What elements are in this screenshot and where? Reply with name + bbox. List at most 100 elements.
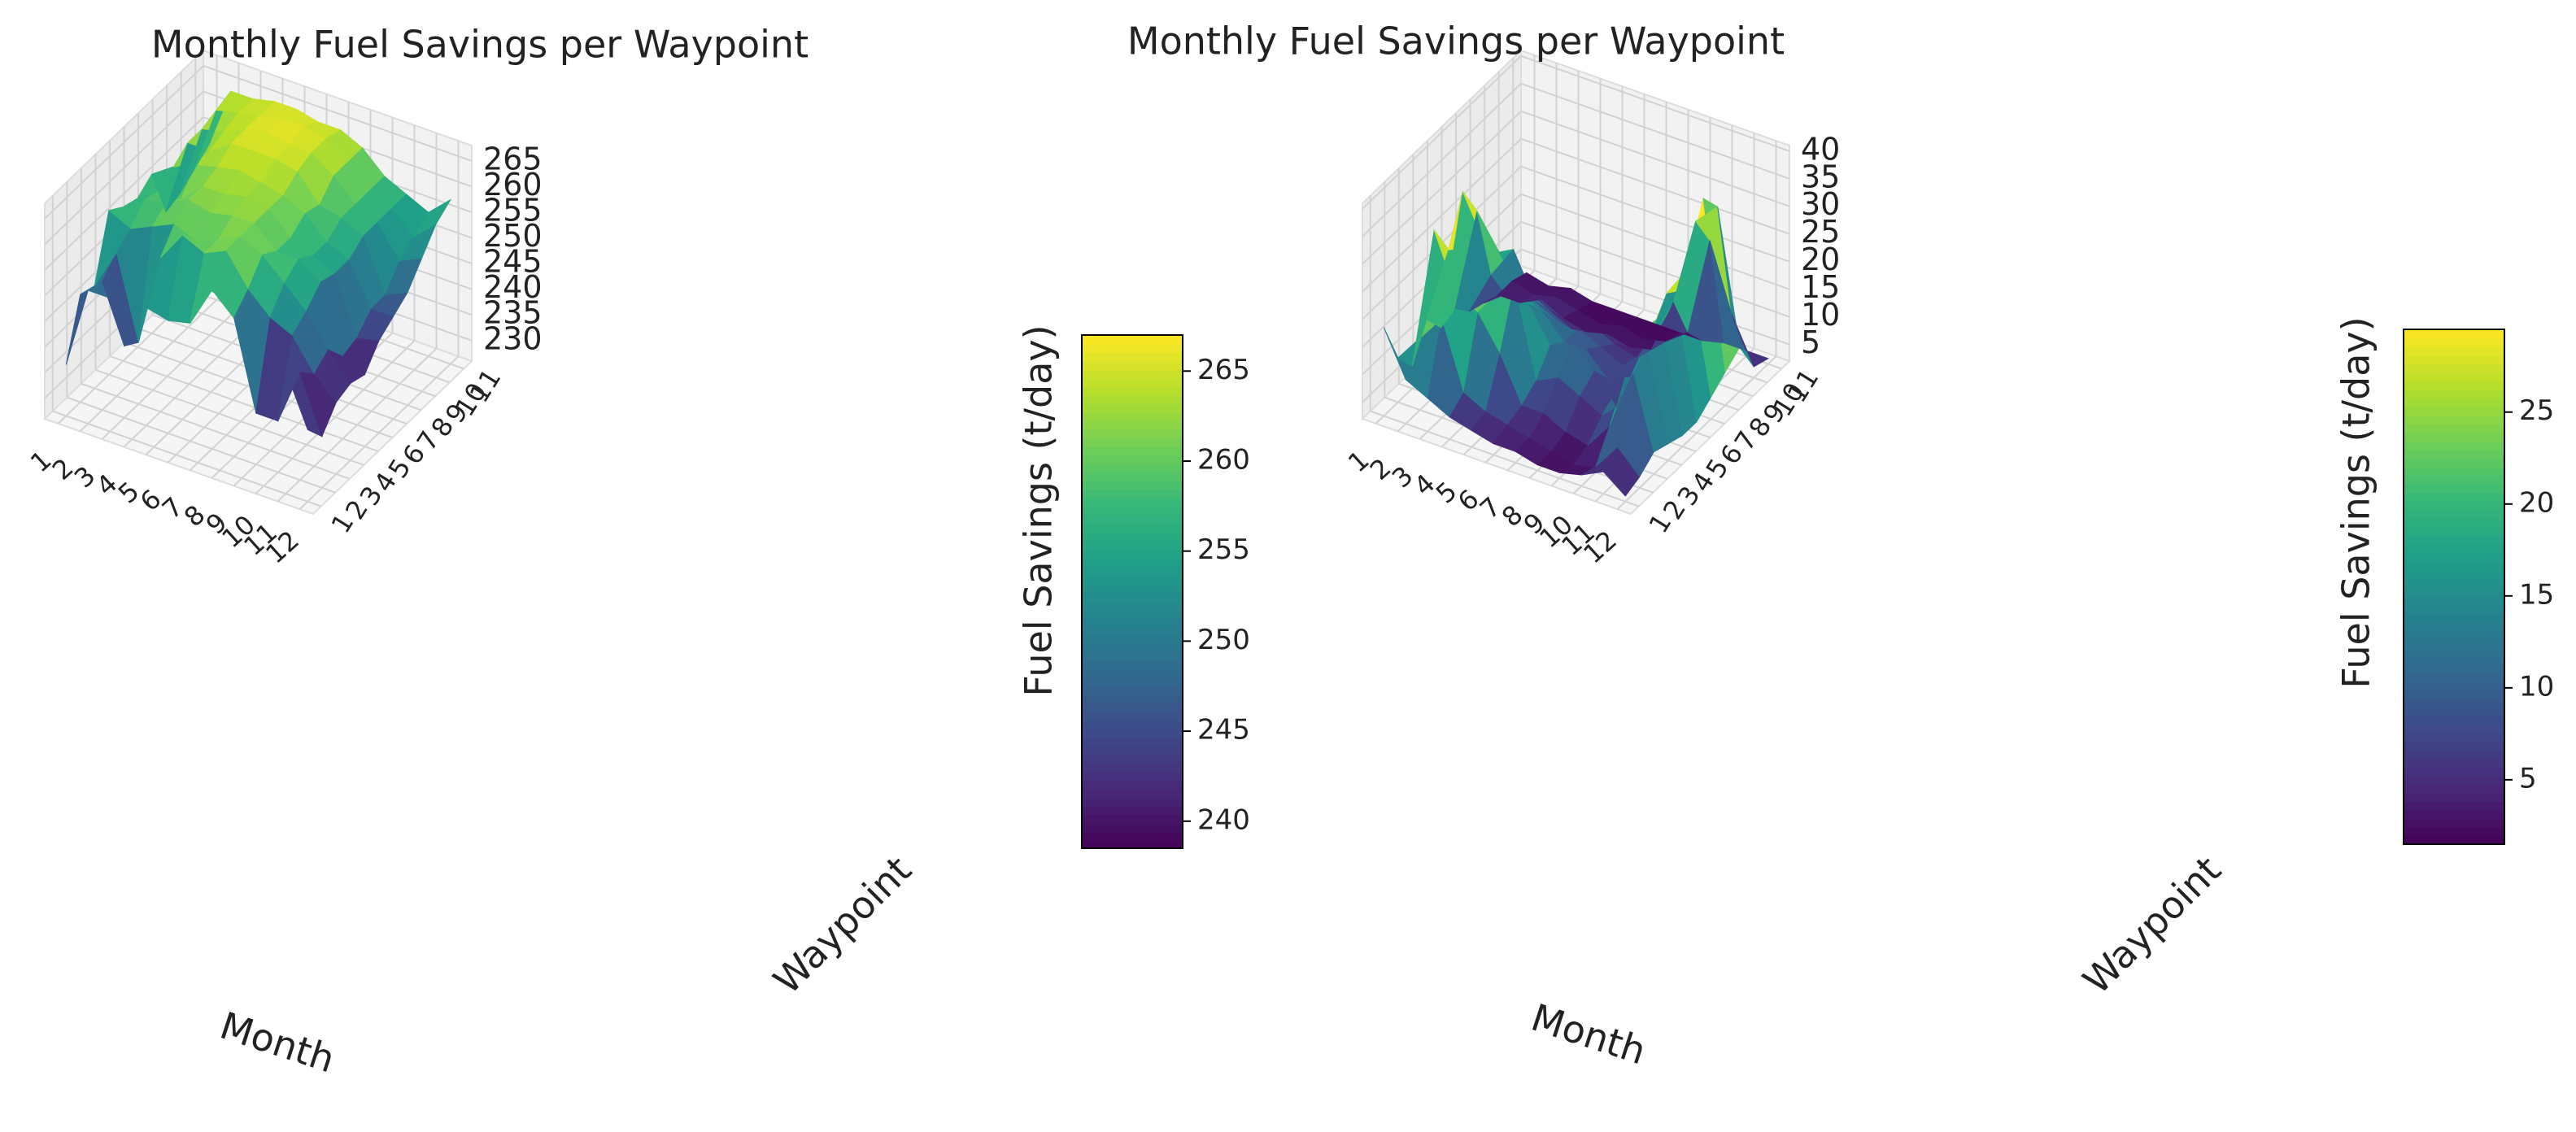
z-tick-label: 245 <box>483 244 543 280</box>
colorbar-segment <box>2404 372 2504 382</box>
z-tick-label: 235 <box>483 295 543 331</box>
colorbar-segment <box>1082 531 1183 542</box>
colorbar-segment <box>2404 415 2504 425</box>
colorbar-segment <box>1082 540 1183 550</box>
colorbar-segment <box>1082 813 1183 824</box>
colorbar-segment <box>1082 608 1183 619</box>
colorbar-segment <box>1082 514 1183 525</box>
colorbar-segment <box>2404 364 2504 373</box>
colorbar-segment <box>1082 694 1183 704</box>
colorbar-segment <box>1082 523 1183 533</box>
colorbar-segment <box>1082 438 1183 447</box>
z-tick-label: 260 <box>483 167 543 202</box>
colorbar-segment <box>2404 518 2504 528</box>
colorbar: 240 245 250 255 260 265 <box>1081 334 1250 849</box>
colorbar-segment <box>1082 822 1183 832</box>
z-tick-label: 40 <box>1801 131 1840 167</box>
colorbar-segment <box>1082 796 1183 807</box>
colorbar-segment <box>2404 577 2504 588</box>
colorbar-segment <box>2404 664 2504 673</box>
colorbar-segment <box>1082 830 1183 841</box>
z-tick-label: 265 <box>483 141 543 176</box>
colorbar-segment <box>2404 449 2504 459</box>
colorbar-segment <box>1082 625 1183 636</box>
colorbar-segment <box>1082 728 1183 738</box>
colorbar-frame <box>1081 334 1183 849</box>
colorbar-segment <box>2404 620 2504 631</box>
colorbar-segment <box>1082 548 1183 559</box>
colorbar-segment <box>1082 394 1183 405</box>
colorbar-segment <box>1082 386 1183 396</box>
colorbar-segment <box>1082 660 1183 670</box>
colorbar-segment <box>1082 745 1183 755</box>
colorbar-segment <box>1082 600 1183 610</box>
colorbar-segment <box>2404 501 2504 511</box>
colorbar-segment <box>2404 543 2504 554</box>
colorbar-segment <box>2404 346 2504 356</box>
z-tick-label: 10 <box>1801 297 1840 333</box>
colorbar-segment <box>1082 480 1183 490</box>
colorbar-segment <box>2404 535 2504 545</box>
colorbar-segment <box>1082 720 1183 729</box>
colorbar-segment <box>2404 758 2504 768</box>
colorbar-tick-label: 15 <box>2519 578 2554 611</box>
colorbar-segment <box>2404 775 2504 786</box>
colorbar-segment <box>2404 466 2504 477</box>
colorbar-tick-label: 265 <box>1197 354 1250 386</box>
colorbar-segment <box>1082 737 1183 747</box>
colorbar-segment <box>1082 839 1183 849</box>
colorbar-segment <box>2404 475 2504 485</box>
colorbar-segment <box>2404 458 2504 468</box>
colorbar-tick-label: 20 <box>2519 486 2554 519</box>
colorbar-segment <box>2404 809 2504 820</box>
surface-patch <box>412 198 452 238</box>
z-tick-label: 35 <box>1801 159 1840 194</box>
chart-title: Monthly Fuel Savings per Waypoint <box>1127 20 1785 63</box>
colorbar-segment <box>2404 715 2504 725</box>
colorbar-segment <box>1082 677 1183 687</box>
colorbar-segment <box>1082 463 1183 473</box>
colorbar-segment <box>2404 741 2504 751</box>
colorbar-segment <box>1082 642 1183 653</box>
z-tick-label: 5 <box>1801 324 1820 360</box>
colorbar-tick-label: 250 <box>1197 624 1250 656</box>
colorbar-segment <box>2404 337 2504 348</box>
colorbar-segment <box>1082 360 1183 371</box>
colorbar-segment <box>1082 506 1183 516</box>
colorbar-segment <box>2404 655 2504 665</box>
colorbar-segment <box>1082 703 1183 712</box>
colorbar-segment <box>2404 707 2504 716</box>
colorbar-segment <box>1082 455 1183 464</box>
colorbar-segment <box>2404 792 2504 803</box>
colorbar-segment <box>1082 591 1183 602</box>
z-axis-label: Fuel Savings (t/day) <box>1017 324 1061 696</box>
colorbar-segment <box>2404 492 2504 502</box>
colorbar-segment <box>1082 335 1183 345</box>
colorbar-segment <box>2404 629 2504 639</box>
colorbar-segment <box>1082 711 1183 721</box>
chart-title: Monthly Fuel Savings per Waypoint <box>151 23 809 67</box>
colorbar-segment <box>2404 826 2504 837</box>
colorbar-segment <box>2404 355 2504 365</box>
colorbar-segment <box>1082 565 1183 576</box>
colorbar-segment <box>1082 420 1183 430</box>
colorbar-segment <box>1082 446 1183 456</box>
colorbar-segment <box>1082 377 1183 388</box>
colorbar-segment <box>1082 403 1183 413</box>
surface-chart-left: 1234567891011121234567891011230235240245… <box>24 23 1250 1082</box>
z-tick-label: 250 <box>483 218 543 254</box>
colorbar-segment <box>2404 398 2504 407</box>
colorbar-segment <box>2404 389 2504 399</box>
colorbar-segment <box>2404 732 2504 742</box>
colorbar-segment <box>1082 574 1183 584</box>
colorbar-segment <box>1082 754 1183 764</box>
colorbar-segment <box>1082 805 1183 815</box>
colorbar-segment <box>2404 603 2504 614</box>
colorbar-segment <box>2404 749 2504 760</box>
colorbar-segment <box>2404 612 2504 622</box>
colorbar-segment <box>1082 472 1183 481</box>
colorbar-segment <box>2404 406 2504 416</box>
colorbar-segment <box>2404 595 2504 605</box>
surface-patch <box>1731 314 1769 368</box>
